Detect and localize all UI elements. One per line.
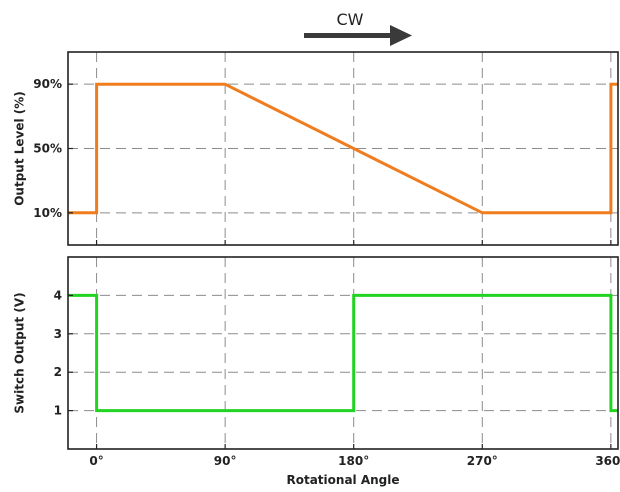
output-level-tick-labels: 10% 50% 90%: [33, 77, 62, 220]
switch-output-x-tick-label: 90°: [214, 454, 237, 468]
switch-output-x-tick-label: 180°: [338, 454, 369, 468]
output-level-ticks: [68, 83, 612, 245]
output-level-panel: 10% 50% 90% Output Level (%): [13, 51, 619, 246]
output-level-grid: [68, 52, 618, 245]
output-level-y-axis-label: Output Level (%): [13, 91, 27, 206]
switch-output-series: [68, 293, 618, 413]
output-level-y-tick-label: 50%: [33, 142, 62, 156]
switch-output-x-tick-label: 270°: [467, 454, 498, 468]
switch-output-y-tick-label: 1: [54, 404, 62, 418]
switch-output-grid: [68, 257, 618, 449]
switch-output-x-tick-label: 360°: [595, 454, 620, 468]
output-level-series-line: [68, 82, 618, 215]
switch-output-x-axis-label: Rotational Angle: [286, 473, 399, 487]
switch-output-y-tick-label: 2: [54, 365, 62, 379]
switch-output-tick-labels: 0° 90° 180° 270° 360° 1 2 3 4: [54, 288, 620, 468]
switch-output-series-line: [68, 293, 618, 413]
switch-output-x-tick-label: 0°: [89, 454, 103, 468]
direction-label: CW: [337, 10, 364, 29]
switch-output-y-tick-label: 4: [54, 288, 62, 302]
switch-output-y-tick-label: 3: [54, 327, 62, 341]
output-level-y-tick-label: 90%: [33, 77, 62, 91]
switch-output-ticks: [68, 294, 612, 449]
direction-indicator: CW: [304, 10, 412, 46]
output-level-series: [68, 82, 618, 215]
arrow-right-icon: [304, 25, 412, 46]
switch-output-plot-frame: [67, 256, 619, 450]
switch-output-y-axis-label: Switch Output (V): [13, 292, 27, 413]
output-level-y-tick-label: 10%: [33, 206, 62, 220]
